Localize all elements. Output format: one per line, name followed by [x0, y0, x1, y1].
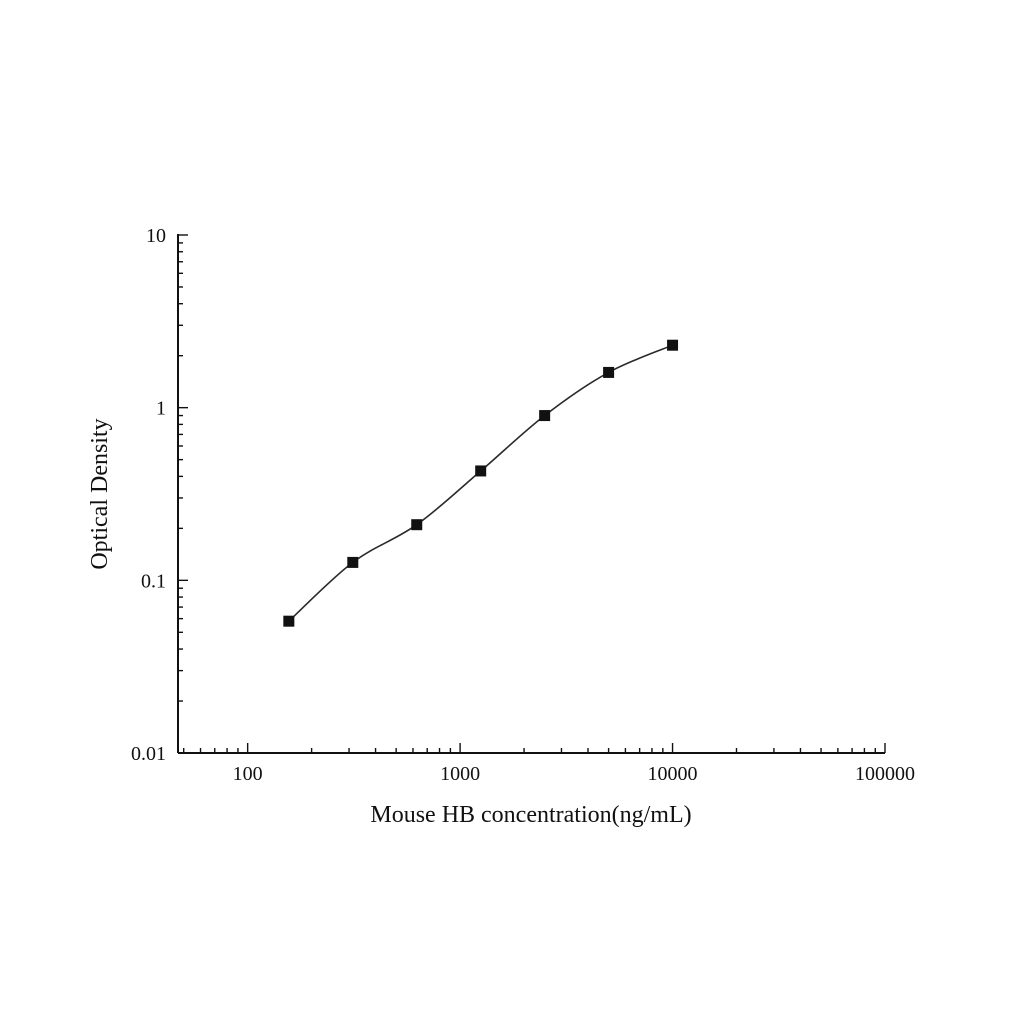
- data-point-marker: [603, 366, 615, 378]
- data-point-marker: [667, 339, 679, 351]
- y-tick-label: 0.01: [131, 743, 166, 765]
- x-tick-label: 10000: [648, 763, 698, 785]
- x-tick-label: 100: [233, 763, 263, 785]
- data-point-marker: [475, 465, 487, 477]
- data-point-marker: [347, 556, 359, 568]
- data-point-marker: [411, 519, 423, 531]
- data-point-marker: [283, 615, 295, 627]
- x-axis-title: Mouse HB concentration(ng/mL): [370, 802, 691, 828]
- x-tick-label: 1000: [440, 763, 480, 785]
- y-tick-label: 10: [146, 225, 166, 247]
- x-tick-label: 100000: [855, 763, 915, 785]
- y-axis-title: Optical Density: [87, 418, 113, 569]
- y-tick-label: 0.1: [141, 570, 166, 592]
- y-tick-label: 1: [156, 398, 166, 420]
- curve-path: [288, 344, 673, 622]
- data-point-marker: [539, 410, 551, 422]
